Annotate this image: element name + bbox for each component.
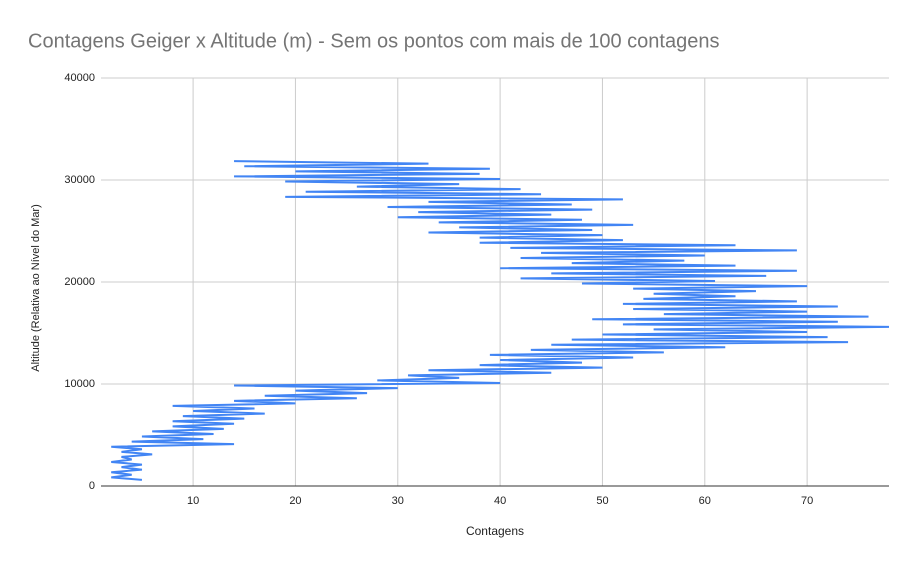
y-tick-label: 0 xyxy=(89,480,95,492)
x-tick-label: 60 xyxy=(699,495,711,507)
x-tick-label: 50 xyxy=(596,495,608,507)
x-axis-title: Contagens xyxy=(466,524,524,538)
y-tick-label: 40000 xyxy=(64,72,95,84)
x-tick-label: 20 xyxy=(289,495,301,507)
y-tick-label: 10000 xyxy=(64,378,95,390)
y-tick-label: 30000 xyxy=(64,174,95,186)
data-line xyxy=(111,160,890,481)
x-tick-label: 10 xyxy=(187,495,199,507)
y-tick-label: 20000 xyxy=(64,276,95,288)
chart-title: Contagens Geiger x Altitude (m) - Sem os… xyxy=(28,30,719,52)
y-axis-title: Altitude (Relativa ao Nível do Mar) xyxy=(30,204,42,372)
x-tick-label: 40 xyxy=(494,495,506,507)
x-tick-label: 70 xyxy=(801,495,813,507)
x-tick-label: 30 xyxy=(392,495,404,507)
